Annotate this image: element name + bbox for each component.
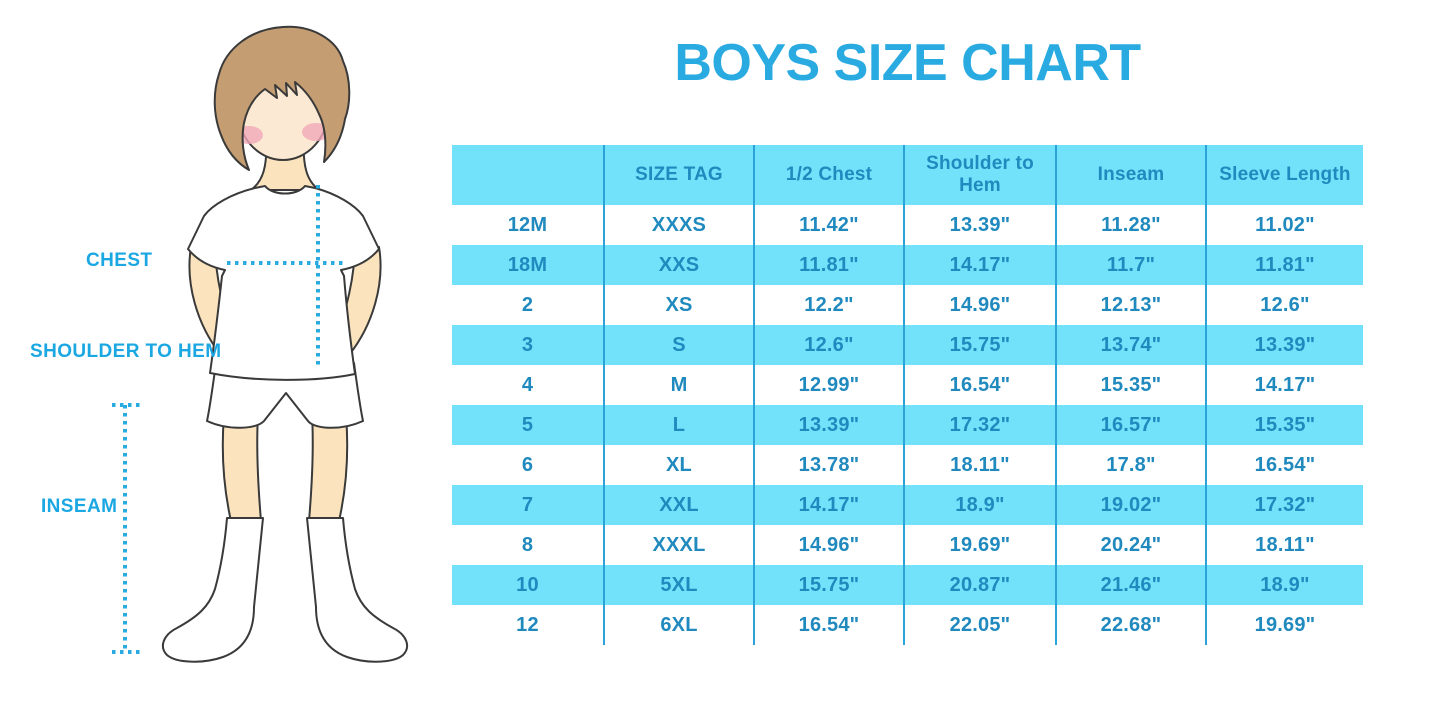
value-cell: 11.28" (1055, 205, 1205, 245)
value-cell: M (603, 365, 753, 405)
value-cell: XXS (603, 245, 753, 285)
value-cell: 5XL (603, 565, 753, 605)
value-cell: 22.05" (903, 605, 1055, 645)
boy-shirt (187, 185, 380, 381)
table-row: 5 L 13.39" 17.32" 16.57" 15.35" (452, 405, 1363, 445)
table-row: 18M XXS 11.81" 14.17" 11.7" 11.81" (452, 245, 1363, 285)
value-cell: 14.17" (1205, 365, 1363, 405)
table-row: 7 XXL 14.17" 18.9" 19.02" 17.32" (452, 485, 1363, 525)
size-chart-table: SIZE TAG 1/2 Chest Shoulder to Hem Inseam Sl… (452, 145, 1363, 645)
value-cell: 14.96" (903, 285, 1055, 325)
value-cell: 13.39" (753, 405, 903, 445)
value-cell: 19.69" (903, 525, 1055, 565)
table-row: 2 XS 12.2" 14.96" 12.13" 12.6" (452, 285, 1363, 325)
value-cell: 16.54" (903, 365, 1055, 405)
value-cell: 15.35" (1055, 365, 1205, 405)
size-cell: 4 (521, 373, 534, 396)
table-body: 12M XXXS 11.42" 13.39" 11.28" 11.02" 18M XXS 11.… (452, 205, 1363, 645)
column-header: Sleeve Length (1205, 145, 1363, 205)
size-cell: 7 (521, 493, 534, 516)
boy-hair (213, 25, 351, 171)
value-cell: 13.78" (753, 445, 903, 485)
value-cell: 15.35" (1205, 405, 1363, 445)
value-cell: 16.54" (753, 605, 903, 645)
value-cell: 16.54" (1205, 445, 1363, 485)
value-cell: 12.6" (753, 325, 903, 365)
value-cell: L (603, 405, 753, 445)
column-header: Inseam (1055, 145, 1205, 205)
value-cell: 18.11" (903, 445, 1055, 485)
boy-left-leg (221, 414, 262, 522)
value-cell: 13.39" (903, 205, 1055, 245)
value-cell: XL (603, 445, 753, 485)
table-row: 3 S 12.6" 15.75" 13.74" 13.39" (452, 325, 1363, 365)
size-cell: 6 (521, 453, 534, 476)
value-cell: 21.46" (1055, 565, 1205, 605)
value-cell: 18.11" (1205, 525, 1363, 565)
value-cell: 22.68" (1055, 605, 1205, 645)
value-cell: 14.96" (753, 525, 903, 565)
value-cell: 17.32" (903, 405, 1055, 445)
value-cell: 15.75" (753, 565, 903, 605)
value-cell: 12.99" (753, 365, 903, 405)
value-cell: 6XL (603, 605, 753, 645)
size-cell: 12M (507, 213, 548, 236)
value-cell: 15.75" (903, 325, 1055, 365)
value-cell: 14.17" (903, 245, 1055, 285)
value-cell: XXL (603, 485, 753, 525)
size-cell: 18M (507, 253, 548, 276)
value-cell: 20.87" (903, 565, 1055, 605)
value-cell: XXXS (603, 205, 753, 245)
value-cell: XXXL (603, 525, 753, 565)
value-cell: 13.74" (1055, 325, 1205, 365)
table-row: 6 XL 13.78" 18.11" 17.8" 16.54" (452, 445, 1363, 485)
size-cell: 2 (521, 293, 534, 316)
value-cell: S (603, 325, 753, 365)
size-cell: 10 (516, 573, 539, 596)
boy-right-leg (308, 414, 349, 522)
value-cell: 11.81" (753, 245, 903, 285)
value-cell: 11.81" (1205, 245, 1363, 285)
value-cell: 18.9" (903, 485, 1055, 525)
column-header: Shoulder to Hem (903, 145, 1055, 205)
chest-label: CHEST (86, 250, 153, 271)
value-cell: XS (603, 285, 753, 325)
inseam-label: INSEAM (41, 496, 118, 517)
size-cell: 3 (521, 333, 534, 356)
value-cell: 19.69" (1205, 605, 1363, 645)
boy-illustration (112, 25, 409, 663)
value-cell: 12.2" (753, 285, 903, 325)
table-row: 4 M 12.99" 16.54" 15.35" 14.17" (452, 365, 1363, 405)
boy-right-sock (306, 517, 409, 663)
table-row: 10 5XL 15.75" 20.87" 21.46" 18.9" (452, 565, 1363, 605)
table-header-row: SIZE TAG 1/2 Chest Shoulder to Hem Inseam Sl… (452, 145, 1363, 205)
table-row: 12M XXXS 11.42" 13.39" 11.28" 11.02" (452, 205, 1363, 245)
value-cell: 11.42" (753, 205, 903, 245)
value-cell: 11.7" (1055, 245, 1205, 285)
shoulder-to-hem-label: SHOULDER TO HEM (30, 341, 222, 362)
column-header: 1/2 Chest (753, 145, 903, 205)
value-cell: 14.17" (753, 485, 903, 525)
size-cell: 8 (521, 533, 534, 556)
value-cell: 13.39" (1205, 325, 1363, 365)
table-row: 12 6XL 16.54" 22.05" 22.68" 19.69" (452, 605, 1363, 645)
value-cell: 18.9" (1205, 565, 1363, 605)
value-cell: 17.8" (1055, 445, 1205, 485)
value-cell: 11.02" (1205, 205, 1363, 245)
boy-left-sock (161, 517, 264, 663)
value-cell: 19.02" (1055, 485, 1205, 525)
value-cell: 12.13" (1055, 285, 1205, 325)
size-cell: 12 (516, 613, 539, 636)
page-title: BOYS SIZE CHART (674, 34, 1141, 92)
size-cell: 5 (521, 413, 534, 436)
column-header (452, 145, 603, 205)
column-header: SIZE TAG (603, 145, 753, 205)
value-cell: 12.6" (1205, 285, 1363, 325)
table-row: 8 XXXL 14.96" 19.69" 20.24" 18.11" (452, 525, 1363, 565)
value-cell: 16.57" (1055, 405, 1205, 445)
value-cell: 17.32" (1205, 485, 1363, 525)
value-cell: 20.24" (1055, 525, 1205, 565)
